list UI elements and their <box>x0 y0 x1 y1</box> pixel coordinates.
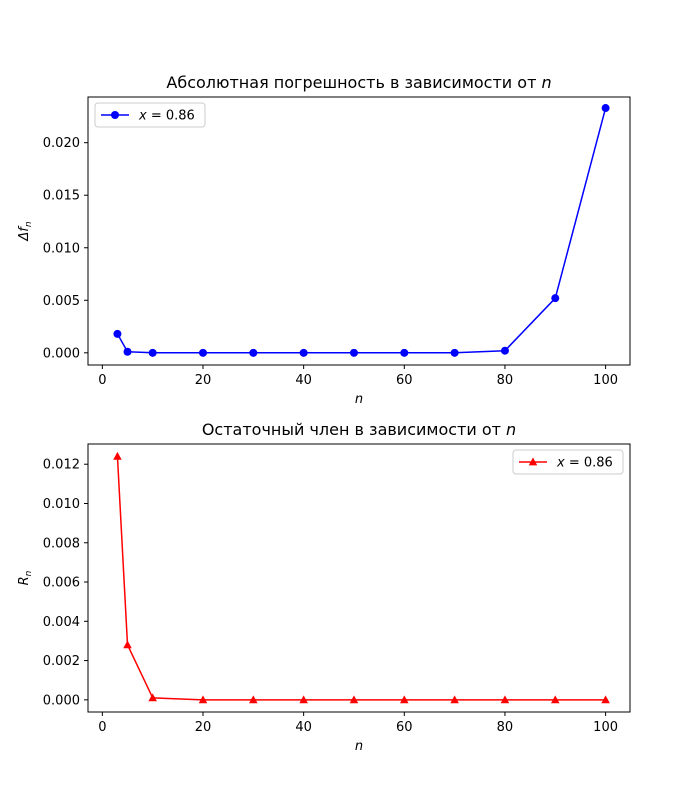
chart2-title: Остаточный член в зависимости от n <box>202 420 516 439</box>
chart1-x-tick-label: 80 <box>497 373 514 388</box>
chart1-title-var: n <box>541 73 551 92</box>
chart2-data-point <box>148 693 157 702</box>
chart2-y-tick-label: 0.010 <box>43 497 80 512</box>
chart2-y-tick-label: 0.002 <box>43 654 80 669</box>
chart2-data-point <box>550 695 560 704</box>
chart1-x-tick-label: 60 <box>396 373 413 388</box>
chart1-data-point <box>148 348 157 357</box>
chart1-x-tick-label: 100 <box>593 373 618 388</box>
chart2-data-point <box>198 695 208 704</box>
chart1-title-text: Абсолютная погрешность в зависимости от <box>166 73 541 92</box>
chart2-series-line <box>116 456 606 701</box>
chart1-data-point <box>400 348 409 357</box>
chart1-series-line <box>116 107 607 354</box>
chart2-y-tick-label: 0.012 <box>43 458 80 473</box>
chart1-data-point <box>249 348 258 357</box>
chart2-plot-area <box>88 444 630 712</box>
chart1-data-point <box>500 346 509 355</box>
chart1-y-tick-label: 0.015 <box>43 189 80 204</box>
chart2-y-tick-label: 0.006 <box>43 576 80 591</box>
chart2-data-point <box>450 695 459 704</box>
chart1-x-tick-label: 0 <box>98 373 106 388</box>
chart1-data-point <box>123 347 132 356</box>
chart1-axes-frame <box>87 96 631 366</box>
chart2-y-axis-label: Rn <box>17 570 34 585</box>
chart2-legend: x = 0.86 <box>512 449 624 475</box>
chart1-x-axis-label: n <box>355 392 363 407</box>
chart1-y-axis-label: Δfn <box>17 221 34 241</box>
chart2-title-var: n <box>506 420 516 439</box>
chart1-x-tick-label: 40 <box>295 373 312 388</box>
chart2-legend-label: x = 0.86 <box>556 456 613 471</box>
chart2-data-point <box>113 451 122 460</box>
chart1-legend-label: x = 0.86 <box>138 109 195 124</box>
chart1-title: Абсолютная погрешность в зависимости от … <box>166 73 551 92</box>
chart2-data-point <box>500 695 510 704</box>
chart1-data-point <box>551 294 560 303</box>
chart2-x-tick-label: 60 <box>396 720 413 735</box>
chart1-y-tick-label: 0.010 <box>43 241 80 256</box>
chart2-title-text: Остаточный член в зависимости от <box>202 420 506 439</box>
chart2-y-tick-label: 0.004 <box>43 615 80 630</box>
chart2-data-point <box>299 695 308 704</box>
chart1-y-tick-label: 0.000 <box>43 346 80 361</box>
chart1-y-tick-label: 0.020 <box>43 136 80 151</box>
chart2-legend-marker <box>528 457 538 466</box>
chart1-data-point <box>113 329 122 338</box>
chart2-x-tick-label: 20 <box>195 720 212 735</box>
chart2-data-point <box>349 695 359 704</box>
chart1-data-point <box>601 104 610 113</box>
chart2-data-point <box>601 695 610 704</box>
chart2: Остаточный член в зависимости от n 0 20 40 6… <box>17 420 631 754</box>
chart1-data-point <box>349 348 358 357</box>
chart1-legend: x = 0.86 <box>94 102 206 128</box>
chart2-x-tick-label: 80 <box>497 720 514 735</box>
chart1-legend-marker <box>111 111 119 119</box>
chart1: Абсолютная погрешность в зависимости от … <box>17 73 631 407</box>
chart1-data-point <box>450 348 459 357</box>
chart1-y-tick-label: 0.005 <box>43 294 80 309</box>
chart1-legend-box <box>94 102 206 128</box>
chart2-data-point <box>249 695 258 704</box>
chart2-x-axis-label: n <box>355 739 363 754</box>
chart2-y-tick-label: 0.000 <box>43 693 80 708</box>
chart2-x-tick-label: 40 <box>295 720 312 735</box>
chart2-axes-frame <box>87 443 631 713</box>
chart2-x-tick-label: 0 <box>98 720 106 735</box>
chart2-legend-box <box>512 449 624 475</box>
chart1-data-point <box>299 348 308 357</box>
chart1-data-point <box>198 348 207 357</box>
chart1-plot-area <box>88 97 630 365</box>
chart2-y-tick-label: 0.008 <box>43 536 80 551</box>
chart2-data-point <box>400 695 409 704</box>
chart1-x-tick-label: 20 <box>195 373 212 388</box>
chart2-data-point <box>123 640 132 649</box>
chart2-x-tick-label: 100 <box>593 720 618 735</box>
